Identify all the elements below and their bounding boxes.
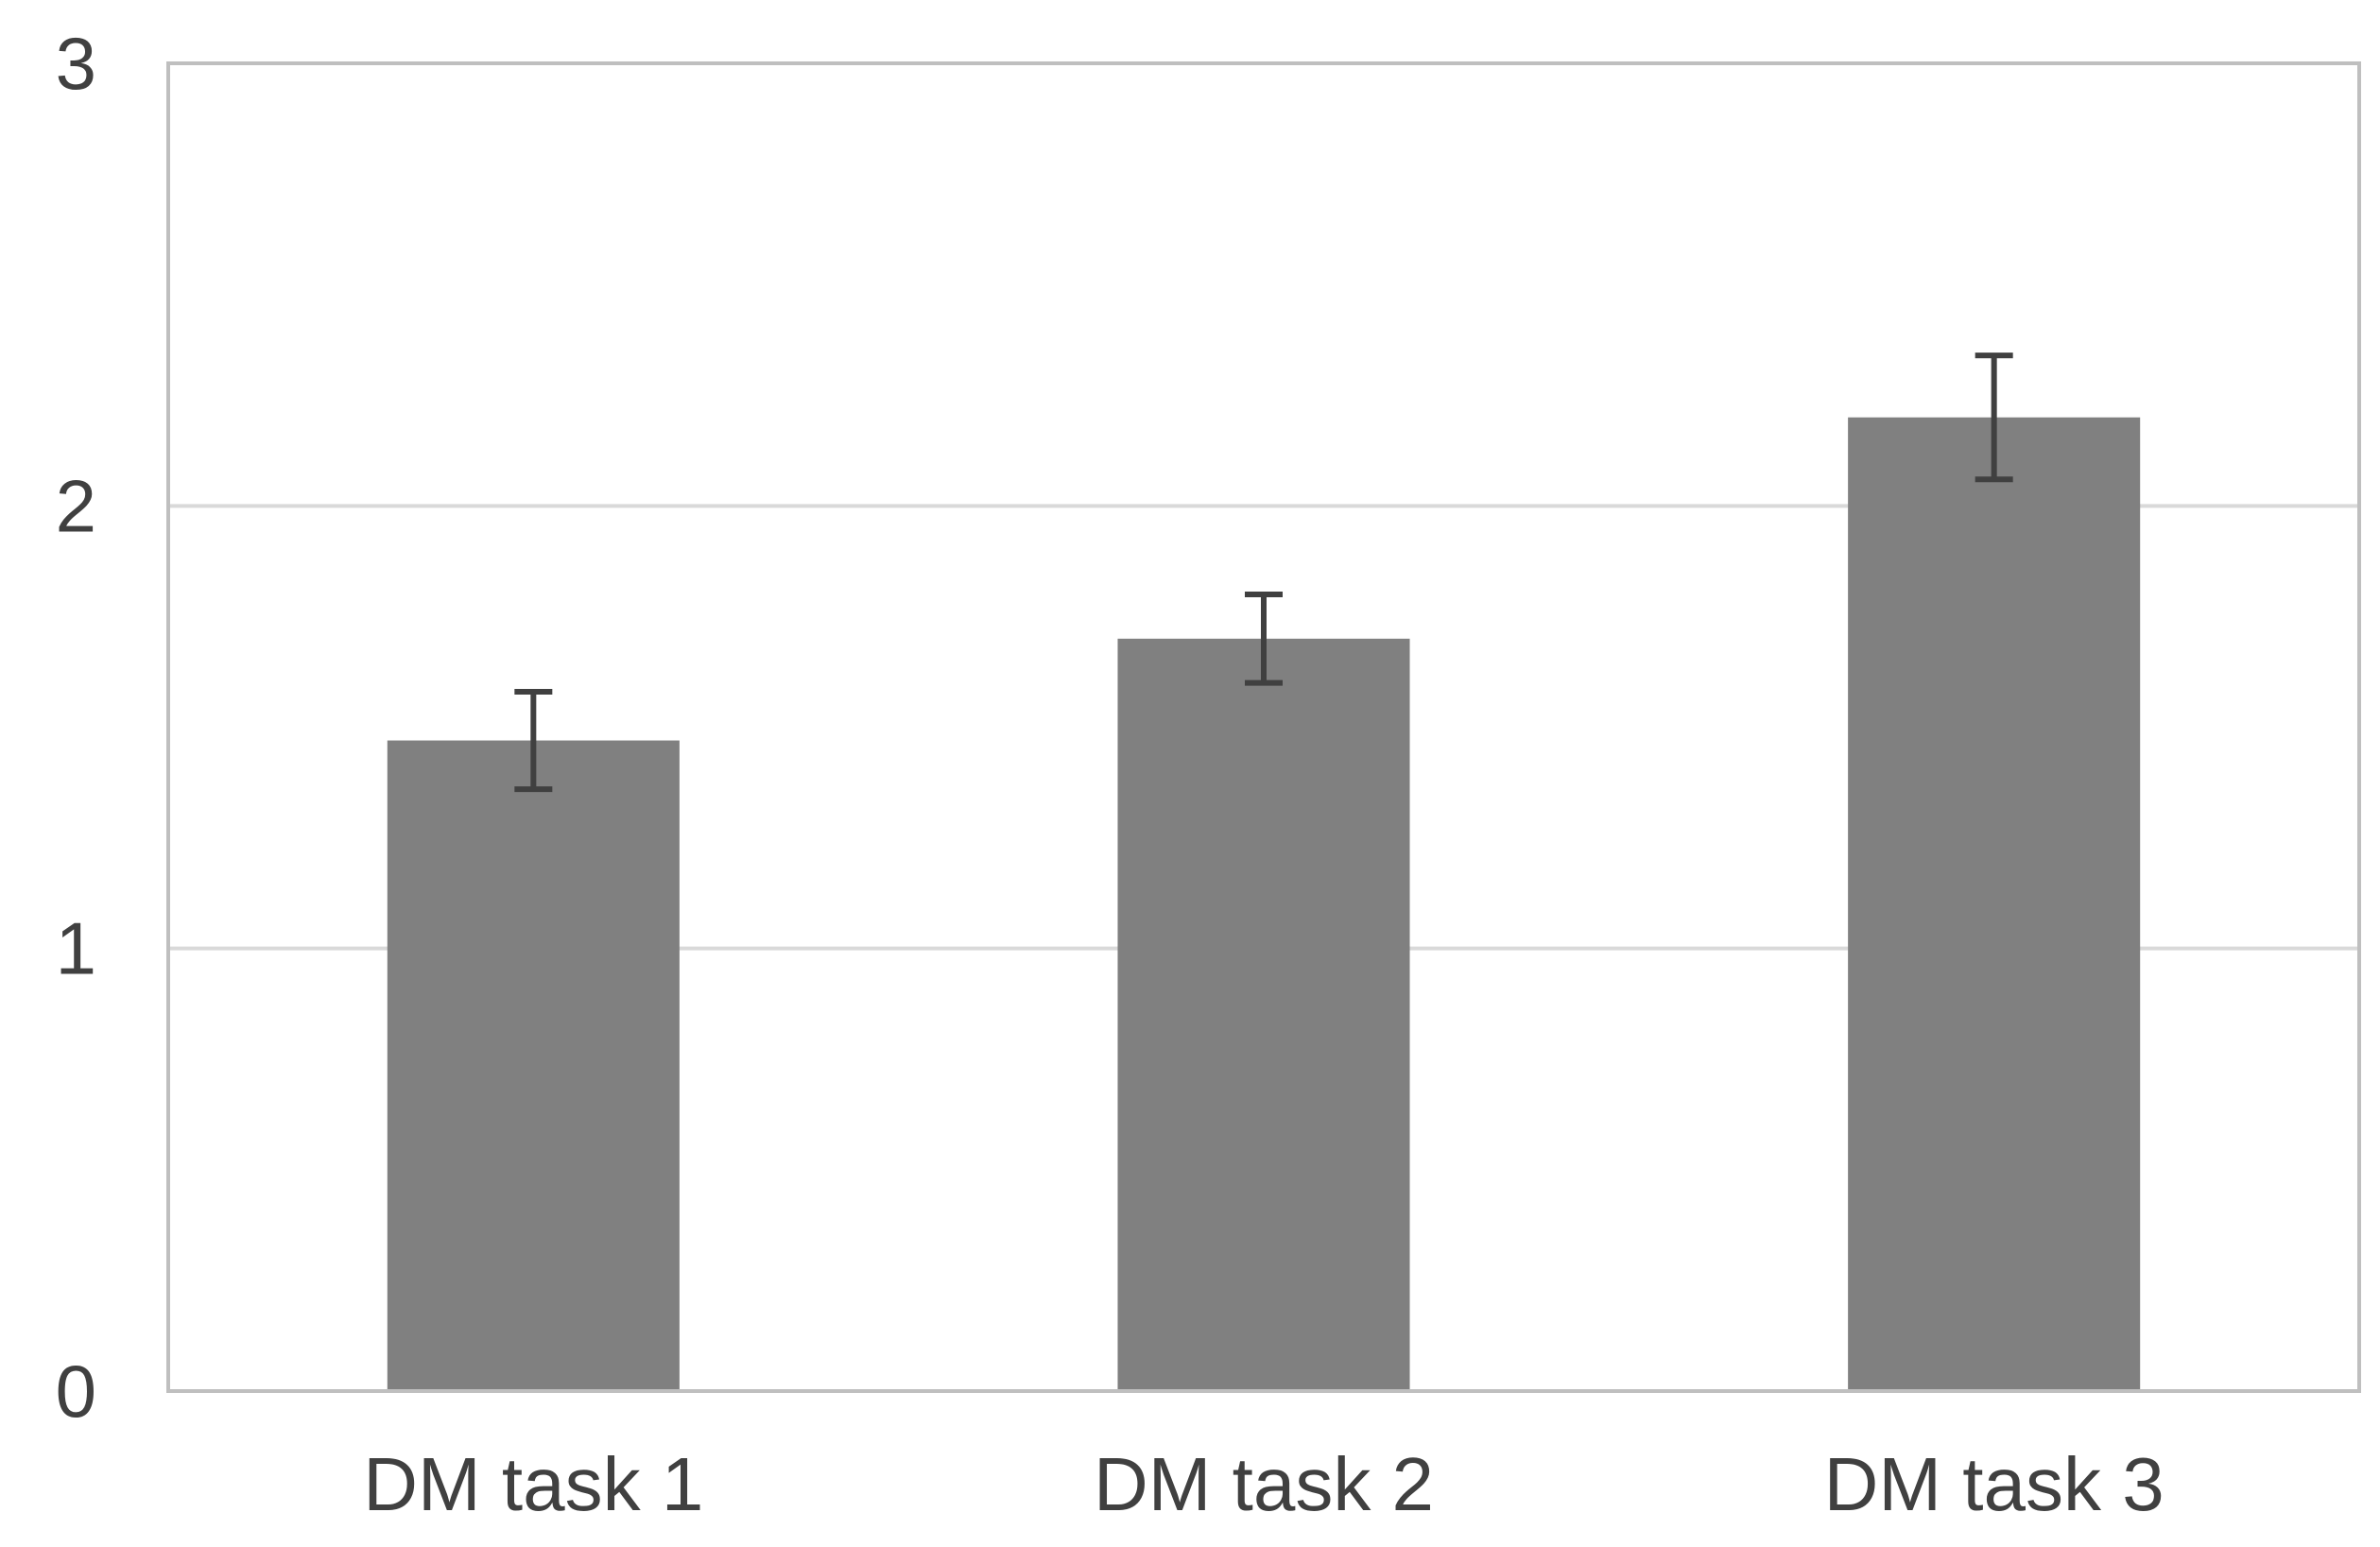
bar-2 — [1117, 638, 1410, 1389]
y-tick-label-3: 3 — [56, 22, 96, 105]
bar-1 — [387, 740, 680, 1389]
bars — [387, 417, 2141, 1390]
x-category-label-1: DM task 1 — [363, 1442, 703, 1526]
x-axis-category-labels: DM task 1 DM task 2 DM task 3 — [363, 1442, 2164, 1526]
error-bar-2 — [1245, 592, 1283, 686]
x-category-label-2: DM task 2 — [1094, 1442, 1434, 1526]
y-axis-tick-labels: 0 1 2 3 — [56, 22, 96, 1433]
error-bar-3 — [1975, 352, 2013, 483]
plot-area-frame — [166, 61, 2361, 1393]
y-tick-label-2: 2 — [56, 464, 96, 547]
x-category-label-3: DM task 3 — [1824, 1442, 2164, 1526]
y-tick-label-1: 1 — [56, 907, 96, 990]
error-bar-1 — [514, 689, 553, 793]
y-tick-label-0: 0 — [56, 1349, 96, 1433]
error-bars — [514, 352, 2013, 793]
bar-3 — [1848, 417, 2141, 1390]
